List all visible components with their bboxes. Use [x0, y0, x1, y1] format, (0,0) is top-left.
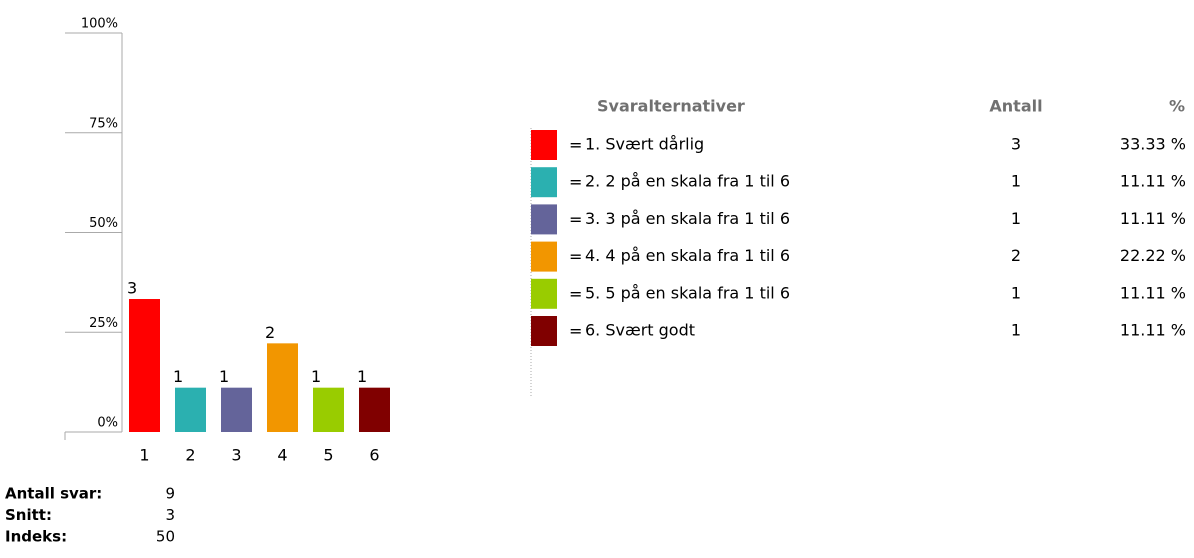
row-percent: 11.11 % — [1120, 321, 1186, 340]
x-tick-label: 3 — [231, 446, 241, 465]
separator: = — [569, 247, 582, 266]
legend-swatch — [531, 316, 557, 346]
bar — [267, 343, 298, 432]
row-count: 3 — [1011, 135, 1021, 154]
bar — [129, 299, 160, 432]
summary-label: Antall svar: — [5, 485, 102, 503]
table-header: Svaralternativer — [597, 97, 745, 116]
y-tick-label: 25% — [89, 316, 118, 331]
row-percent: 11.11 % — [1120, 283, 1186, 302]
table-header: % — [1169, 97, 1185, 116]
row-percent: 33.33 % — [1120, 135, 1186, 154]
data-label: 3 — [127, 279, 137, 298]
separator: = — [569, 173, 582, 192]
x-tick-label: 2 — [185, 446, 195, 465]
y-tick-label: 75% — [89, 116, 118, 131]
row-label: 5. 5 på en skala fra 1 til 6 — [585, 283, 790, 302]
separator: = — [569, 322, 582, 341]
row-count: 2 — [1011, 246, 1021, 265]
row-count: 1 — [1011, 283, 1021, 302]
y-tick-label: 0% — [97, 416, 118, 431]
legend-swatch — [531, 241, 557, 272]
legend-swatch — [531, 278, 557, 309]
row-percent: 11.11 % — [1120, 209, 1186, 228]
legend-swatch — [531, 204, 557, 235]
y-tick-label: 50% — [89, 216, 118, 231]
row-percent: 22.22 % — [1120, 246, 1186, 265]
bar — [359, 387, 390, 432]
summary-value: 9 — [165, 485, 175, 503]
data-label: 1 — [219, 367, 229, 386]
row-count: 1 — [1011, 172, 1021, 191]
data-label: 1 — [173, 367, 183, 386]
data-label: 1 — [357, 367, 367, 386]
summary-label: Indeks: — [5, 528, 67, 546]
data-label: 1 — [311, 367, 321, 386]
row-label: 2. 2 på en skala fra 1 til 6 — [585, 172, 790, 191]
table-header: Antall — [989, 97, 1042, 116]
summary-value: 3 — [165, 506, 175, 524]
row-count: 1 — [1011, 321, 1021, 340]
y-tick-label: 100% — [81, 17, 118, 32]
separator: = — [569, 210, 582, 229]
separator: = — [569, 136, 582, 155]
bar — [221, 387, 252, 432]
bar — [175, 387, 206, 432]
row-label: 3. 3 på en skala fra 1 til 6 — [585, 209, 790, 228]
summary-label: Snitt: — [5, 506, 52, 524]
row-percent: 11.11 % — [1120, 172, 1186, 191]
separator: = — [569, 284, 582, 303]
row-count: 1 — [1011, 209, 1021, 228]
summary-value: 50 — [156, 528, 175, 546]
legend-swatch — [531, 130, 557, 160]
x-tick-label: 6 — [369, 446, 379, 465]
x-tick-label: 5 — [323, 446, 333, 465]
x-tick-label: 1 — [139, 446, 149, 465]
row-label: 4. 4 på en skala fra 1 til 6 — [585, 246, 790, 265]
row-label: 1. Svært dårlig — [585, 135, 704, 154]
row-label: 6. Svært godt — [585, 321, 695, 340]
bar — [313, 387, 344, 432]
legend-swatch — [531, 167, 557, 198]
data-label: 2 — [265, 323, 275, 342]
x-tick-label: 4 — [277, 446, 287, 465]
